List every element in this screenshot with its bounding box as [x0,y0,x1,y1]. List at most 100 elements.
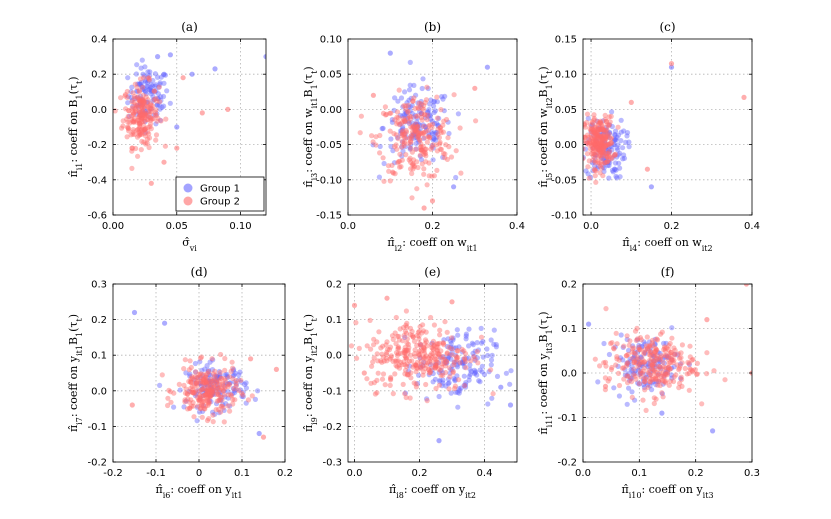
data-point [661,340,667,346]
data-point [375,370,381,376]
data-point [381,160,387,167]
data-point [215,391,221,397]
data-point [219,397,225,403]
data-point [595,379,601,385]
data-point [424,117,430,123]
data-point [145,104,151,110]
data-point [197,397,203,403]
data-point [650,353,657,359]
data-point [591,145,597,151]
data-point [704,350,710,356]
data-point [442,356,448,362]
data-point [437,367,443,374]
data-point [677,355,683,361]
data-point [133,96,139,102]
data-point [591,129,598,135]
data-point [134,117,140,123]
data-point [587,140,593,146]
data-point [390,336,396,342]
data-point [438,130,444,136]
data-point [636,344,642,350]
data-point [206,379,212,385]
data-point [204,384,211,390]
data-point [421,135,427,141]
data-point [405,349,411,355]
data-point [421,350,428,356]
data-point [685,359,691,365]
data-point [414,359,420,365]
data-point [416,132,422,138]
data-point [406,87,413,93]
legend-marker [183,196,193,206]
data-point [401,117,408,123]
data-point [414,123,421,130]
data-point [140,84,146,90]
data-point [583,146,589,152]
panel-title: (b) [424,20,441,34]
data-point [406,119,412,125]
data-point [409,149,415,155]
data-point [454,364,461,370]
data-point [637,346,643,352]
data-point [416,100,422,106]
x-tick-label: 0.1 [631,468,647,479]
data-point [204,363,210,369]
data-point [137,99,143,105]
data-point [193,381,200,387]
data-point [598,127,604,133]
data-point [632,368,639,374]
data-point [197,395,203,401]
data-point [646,367,652,373]
data-point [600,149,606,155]
data-point [213,407,219,413]
data-point [181,382,187,388]
data-point [591,115,597,121]
data-point [626,347,632,354]
data-point [209,386,215,392]
data-point [439,364,445,370]
data-point [154,118,160,124]
data-point [599,145,605,152]
data-point [134,84,140,90]
panel-title: (c) [659,20,675,34]
data-point [431,103,437,109]
data-point [592,137,598,143]
data-point [402,353,408,359]
data-point [637,335,644,341]
data-point [197,379,204,385]
data-point [374,339,380,345]
data-point [471,367,478,373]
data-point [427,113,433,119]
series-group-1 [402,325,514,444]
data-point [210,385,216,391]
data-point [425,109,431,115]
data-point [138,115,144,121]
data-point [199,414,205,420]
data-point [652,336,658,342]
data-point [613,330,619,336]
data-point [631,366,637,372]
data-point [434,115,441,121]
data-point [624,133,630,139]
data-point [449,299,455,305]
data-point [651,368,657,375]
data-point [652,362,658,368]
data-point [395,160,401,166]
data-point [206,378,212,384]
data-point [414,159,420,165]
data-point [188,397,194,403]
data-point [396,345,402,351]
data-point [426,133,432,139]
data-point [216,389,222,395]
data-point [448,390,454,396]
series-group-2 [113,75,231,186]
data-point [138,116,144,123]
data-point [412,128,418,134]
data-point [611,138,617,144]
data-point [602,160,608,166]
data-point [419,85,425,92]
data-point [598,135,604,141]
data-point [660,356,666,362]
data-point [470,350,476,356]
data-point [595,139,601,145]
